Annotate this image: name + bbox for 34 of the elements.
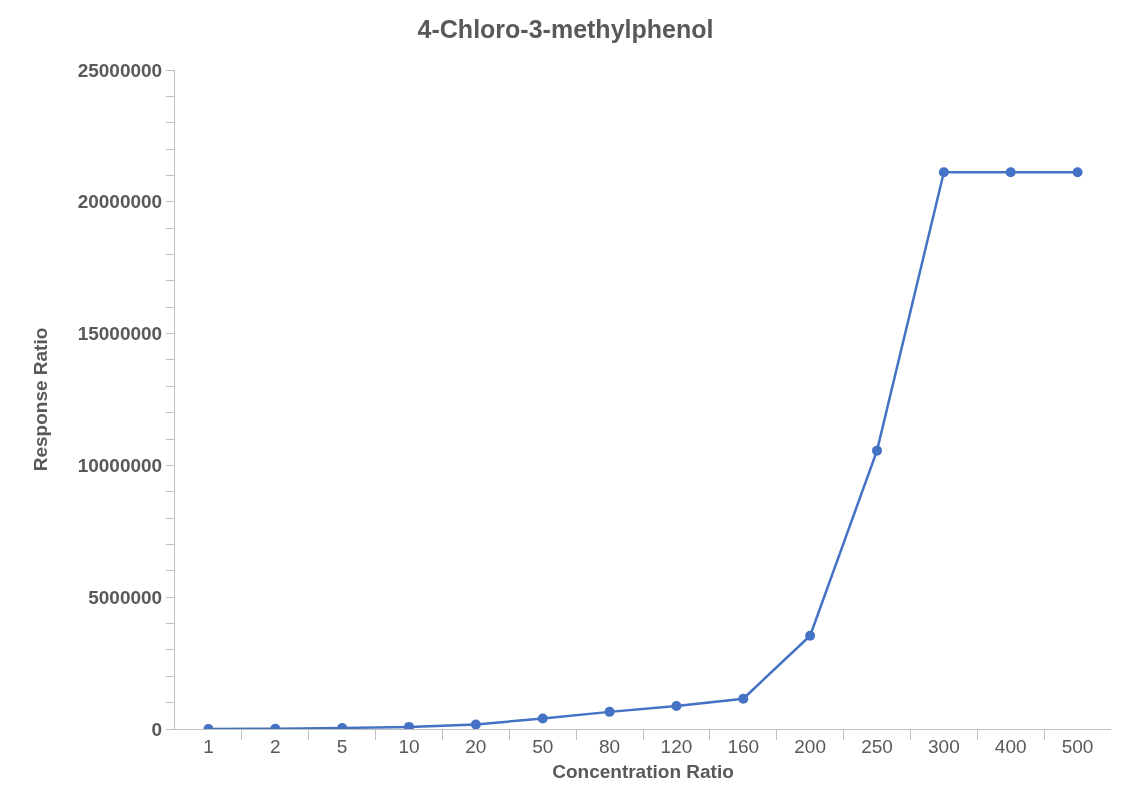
x-tick-label: 1 (203, 735, 214, 757)
x-tick-label: 20 (465, 735, 487, 757)
x-tick-label: 300 (928, 735, 960, 757)
point (938, 167, 949, 178)
x-tick-label: 400 (994, 735, 1027, 757)
y-tick-label: 20000000 (77, 191, 163, 213)
x-tick-label: 5 (336, 735, 348, 757)
chart-title: 4-Chloro-3-methylphenol (417, 14, 714, 43)
point (1072, 167, 1083, 178)
point (805, 630, 816, 641)
x-tick-label: 500 (1061, 735, 1094, 757)
y-tick-label: 0 (151, 718, 163, 740)
x-tick-label: 50 (532, 735, 554, 757)
y-tick-label: 10000000 (77, 455, 163, 477)
x-tick-label: 200 (794, 735, 826, 757)
x-tick-label: 120 (660, 735, 693, 757)
point (872, 445, 882, 456)
x-tick-label: 80 (599, 735, 621, 757)
y-axis-title: Response Ratio (29, 327, 51, 472)
y-tick-label: 5000000 (88, 586, 163, 608)
x-tick-label: 160 (727, 735, 760, 757)
point (671, 701, 682, 712)
y-tick-label: 15000000 (77, 323, 163, 345)
point (470, 719, 481, 729)
point (1005, 167, 1016, 178)
point (537, 713, 548, 724)
point (738, 693, 749, 704)
x-tick-label: 10 (398, 735, 420, 757)
x-axis-title: Concentration Ratio (552, 760, 734, 782)
x-tick-label: 250 (861, 735, 893, 757)
point (604, 706, 615, 717)
y-tick-label: 25000000 (77, 59, 163, 81)
x-tick-label: 2 (270, 735, 281, 757)
point (404, 721, 414, 729)
